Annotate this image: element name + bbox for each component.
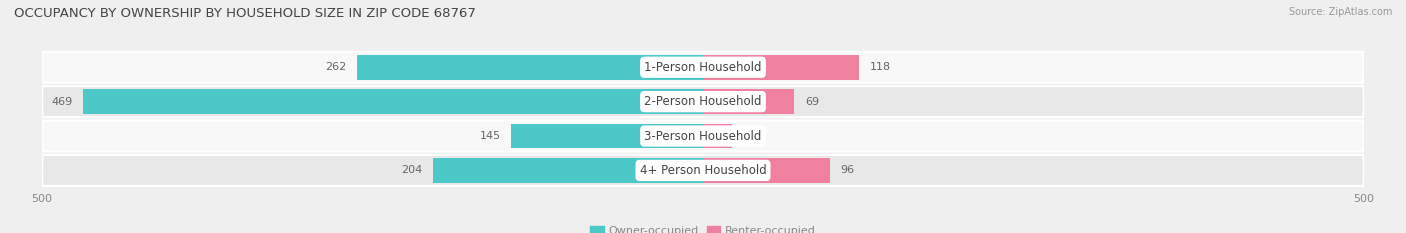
Text: 3-Person Household: 3-Person Household [644,130,762,143]
FancyBboxPatch shape [42,86,1364,117]
Bar [433,158,703,183]
Text: 262: 262 [325,62,346,72]
Bar [703,89,794,114]
Bar [703,158,830,183]
Bar [512,124,703,148]
Text: 1-Person Household: 1-Person Household [644,61,762,74]
Text: Source: ZipAtlas.com: Source: ZipAtlas.com [1288,7,1392,17]
Text: 22: 22 [742,131,756,141]
Text: 2-Person Household: 2-Person Household [644,95,762,108]
Legend: Owner-occupied, Renter-occupied: Owner-occupied, Renter-occupied [586,221,820,233]
Text: 69: 69 [804,97,818,107]
Text: OCCUPANCY BY OWNERSHIP BY HOUSEHOLD SIZE IN ZIP CODE 68767: OCCUPANCY BY OWNERSHIP BY HOUSEHOLD SIZE… [14,7,477,20]
FancyBboxPatch shape [42,120,1364,151]
FancyBboxPatch shape [42,155,1364,186]
Text: 204: 204 [402,165,423,175]
Text: 145: 145 [479,131,501,141]
Text: 4+ Person Household: 4+ Person Household [640,164,766,177]
Bar [83,89,703,114]
Text: 96: 96 [841,165,855,175]
Text: 118: 118 [869,62,890,72]
Bar [357,55,703,80]
Text: 469: 469 [52,97,73,107]
Bar [703,55,859,80]
FancyBboxPatch shape [42,52,1364,83]
Bar [703,124,733,148]
